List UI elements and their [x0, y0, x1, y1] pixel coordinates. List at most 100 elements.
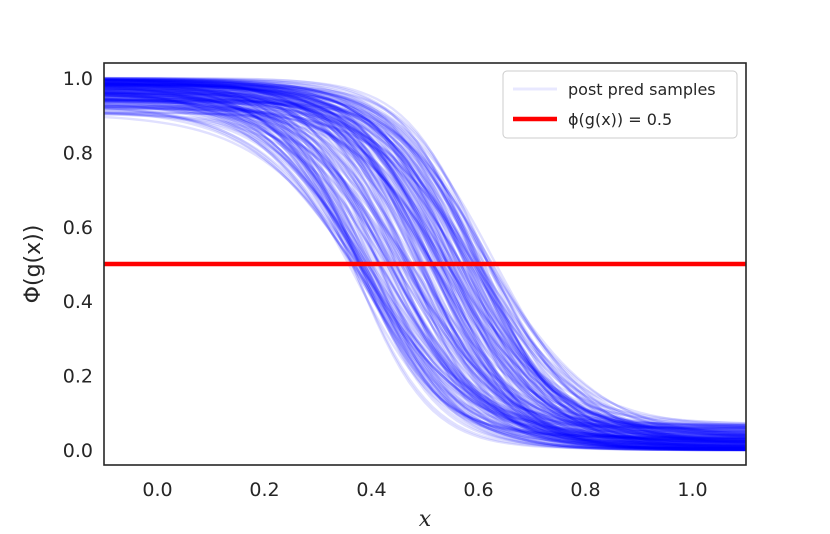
sample-curve: [103, 89, 747, 450]
sample-curve: [104, 91, 746, 449]
sample-curve: [103, 95, 747, 444]
sample-curve: [104, 98, 747, 451]
sample-curve: [103, 81, 747, 446]
sample-curve: [103, 91, 746, 451]
sample-curve: [103, 78, 747, 436]
sample-curve: [103, 86, 746, 441]
sample-curve: [104, 83, 747, 433]
sample-curve: [104, 83, 746, 434]
sample-curve: [103, 93, 746, 440]
sample-curve: [104, 87, 746, 444]
sample-curve: [104, 97, 747, 443]
sample-curve: [104, 108, 746, 431]
sample-curve: [104, 79, 746, 447]
sample-curve: [104, 77, 747, 435]
plot-frame: [103, 62, 747, 466]
sample-curve: [104, 84, 747, 439]
sample-curve: [103, 104, 747, 446]
sample-curve: [104, 84, 747, 448]
sample-curve: [103, 76, 747, 450]
sample-curve: [103, 82, 746, 433]
x-tick-label: 1.0: [677, 479, 707, 501]
sample-curve: [103, 113, 746, 445]
sample-curve: [104, 80, 747, 438]
sample-curve: [104, 98, 746, 450]
sample-curve: [104, 105, 746, 450]
sample-curve: [104, 80, 747, 448]
sample-curve: [103, 82, 746, 452]
x-tick-label: 0.8: [570, 479, 600, 501]
sample-curve: [103, 94, 747, 431]
sample-curve: [103, 91, 747, 443]
sample-curve: [103, 92, 747, 447]
sample-curve: [104, 93, 747, 447]
legend-label-threshold: ϕ(g(x)) = 0.5: [568, 110, 672, 129]
sample-curve: [103, 84, 747, 437]
sample-curve: [103, 98, 746, 427]
sample-curve: [103, 86, 747, 450]
sample-curve: [103, 110, 747, 443]
sample-curve: [104, 78, 746, 451]
sample-curve: [103, 80, 746, 449]
sample-curve: [104, 79, 747, 451]
y-axis-ticks: 0.0 0.2 0.4 0.6 0.8 1.0: [63, 68, 93, 462]
x-tick-label: 0.6: [463, 479, 493, 501]
sample-curve: [103, 83, 747, 443]
sample-curve: [103, 101, 747, 427]
sample-curve: [104, 80, 746, 452]
sample-curve: [103, 88, 747, 443]
sample-curve: [104, 106, 746, 451]
sample-curve: [103, 97, 746, 451]
sample-curve: [104, 107, 747, 443]
sample-curve: [103, 90, 746, 451]
sample-curve: [103, 106, 747, 451]
sample-curve: [103, 91, 747, 445]
sample-curve: [104, 84, 747, 433]
sample-curve: [103, 98, 747, 441]
sample-curve: [103, 84, 747, 444]
sample-curve: [103, 87, 746, 451]
sample-curve: [104, 92, 747, 437]
sample-curve: [103, 86, 747, 447]
sample-curve: [103, 99, 747, 450]
sample-curve: [103, 87, 747, 437]
sample-curve: [104, 78, 746, 451]
sample-curve: [104, 87, 747, 439]
sample-curve: [103, 83, 746, 438]
sample-curve: [104, 82, 747, 445]
sample-curve: [103, 85, 747, 447]
sample-curve: [104, 79, 747, 440]
sample-curve: [104, 98, 746, 450]
sample-curve: [104, 85, 747, 450]
sample-curve: [103, 90, 746, 447]
x-tick-label: 0.4: [356, 479, 386, 501]
sample-curve: [103, 91, 746, 446]
sample-curve: [103, 78, 746, 436]
sample-curve: [104, 94, 747, 443]
sample-curve: [103, 88, 747, 445]
sample-curve: [104, 101, 747, 434]
sample-curve: [104, 99, 747, 429]
sample-curve: [104, 87, 747, 438]
sample-curve: [103, 105, 747, 451]
sample-curve: [103, 90, 746, 451]
sample-curve: [104, 79, 746, 426]
sample-curve: [103, 85, 746, 439]
sample-curve: [103, 86, 746, 447]
x-axis-label: x: [419, 507, 432, 532]
sample-curve: [103, 88, 746, 452]
sample-curve: [103, 104, 747, 436]
sample-curve: [103, 98, 746, 441]
sample-curve: [104, 99, 747, 447]
sample-curve: [104, 95, 747, 450]
y-tick-label: 0.0: [63, 440, 93, 462]
sample-curve: [104, 82, 747, 433]
y-tick-label: 0.6: [63, 217, 93, 239]
sample-curve: [103, 79, 747, 443]
sample-curve: [104, 84, 747, 443]
sample-curve: [103, 100, 747, 452]
sample-curve: [104, 78, 746, 430]
sample-curve: [103, 99, 747, 445]
sample-curve: [103, 81, 747, 434]
sample-curve: [104, 98, 747, 448]
